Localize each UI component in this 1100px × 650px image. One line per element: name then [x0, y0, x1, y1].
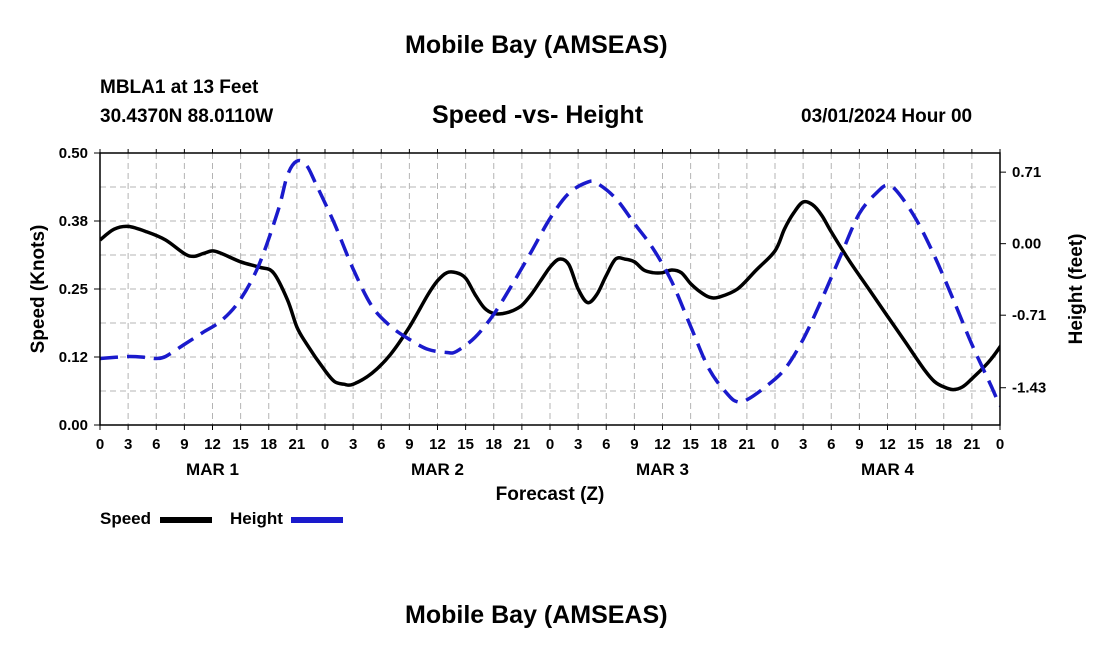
- forecast-time: 03/01/2024 Hour 00: [801, 106, 973, 127]
- y-tick-label: 0.00: [59, 417, 88, 434]
- axes: 0 3 6 9 12 15 18 21 0 3 6 9 12 15 18 21 0 3 6 9 12 15 18 21 0 3 6 9…: [59, 145, 1046, 479]
- y2-tick-label: 0.00: [1012, 236, 1041, 253]
- y2-tick-label: 0.71: [1012, 164, 1041, 181]
- y2-tick-label: -1.43: [1012, 380, 1046, 397]
- x-tick-label: 15: [232, 436, 249, 453]
- y-axis-label: Speed (Knots): [28, 225, 49, 354]
- x-tick-label: 21: [964, 436, 981, 453]
- x-tick-label: 3: [799, 436, 807, 453]
- x-tick-label: 0: [96, 436, 104, 453]
- x-tick-label: 21: [739, 436, 756, 453]
- x-tick-label: 15: [907, 436, 924, 453]
- legend-height-label: Height: [230, 509, 283, 528]
- y-tick-label: 0.25: [59, 281, 88, 298]
- x-tick-label: 6: [602, 436, 610, 453]
- x-tick-label: 9: [855, 436, 863, 453]
- legend-speed-line: [160, 517, 212, 523]
- x-tick-label: 0: [546, 436, 554, 453]
- day-label: MAR 4: [861, 460, 914, 479]
- series-speed-line: [100, 199, 1000, 392]
- x-tick-label: 3: [574, 436, 582, 453]
- x-tick-label: 0: [321, 436, 329, 453]
- grid: [100, 153, 1000, 425]
- series-height-line: [100, 158, 1000, 408]
- x-tick-label: 0: [996, 436, 1004, 453]
- day-label: MAR 2: [411, 460, 464, 479]
- x-tick-label: 3: [349, 436, 357, 453]
- x-tick-label: 12: [654, 436, 671, 453]
- y-tick-label: 0.50: [59, 145, 88, 162]
- y-tick-label: 0.38: [59, 213, 88, 230]
- x-tick-label: 21: [289, 436, 306, 453]
- x-tick-label: 18: [485, 436, 502, 453]
- x-tick-label: 21: [514, 436, 531, 453]
- day-label: MAR 3: [636, 460, 689, 479]
- station-coordinates: 30.4370N 88.0110W: [100, 106, 274, 127]
- chart-subtitle: Speed -vs- Height: [432, 101, 644, 129]
- x-tick-label: 6: [377, 436, 385, 453]
- x-tick-label: 3: [124, 436, 132, 453]
- x-tick-label: 9: [180, 436, 188, 453]
- chart-title: Mobile Bay (AMSEAS): [405, 31, 668, 59]
- y-tick-label: 0.12: [59, 349, 88, 366]
- x-tick-label: 6: [152, 436, 160, 453]
- x-tick-label: 18: [710, 436, 727, 453]
- x-tick-label: 18: [260, 436, 277, 453]
- x-tick-label: 12: [204, 436, 221, 453]
- x-tick-label: 6: [827, 436, 835, 453]
- x-tick-label: 12: [429, 436, 446, 453]
- x-tick-label: 0: [771, 436, 779, 453]
- x-tick-label: 15: [682, 436, 699, 453]
- footer-title: Mobile Bay (AMSEAS): [405, 601, 668, 629]
- x-tick-label: 9: [630, 436, 638, 453]
- x-tick-label: 9: [405, 436, 413, 453]
- day-label: MAR 1: [186, 460, 239, 479]
- y2-axis-label: Height (feet): [1066, 234, 1087, 345]
- legend-speed-label: Speed: [100, 509, 152, 528]
- x-tick-label: 12: [879, 436, 896, 453]
- y2-tick-label: -0.71: [1012, 307, 1046, 324]
- x-tick-label: 15: [457, 436, 474, 453]
- x-axis-label: Forecast (Z): [496, 484, 605, 505]
- station-name: MBLA1 at 13 Feet: [100, 77, 259, 98]
- x-tick-label: 18: [935, 436, 952, 453]
- series-layer: [100, 158, 1000, 408]
- legend-height-line: [291, 517, 343, 523]
